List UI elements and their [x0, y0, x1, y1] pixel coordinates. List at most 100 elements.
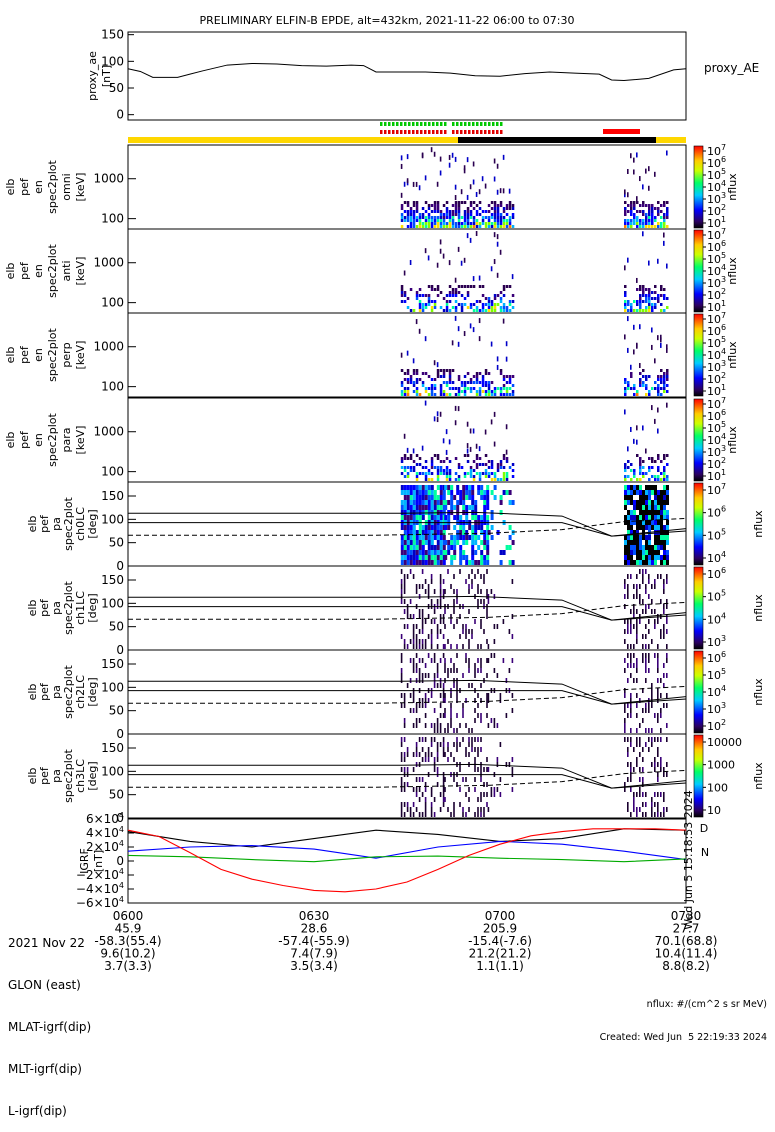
pitch-pixel	[453, 599, 455, 604]
spectrogram-pixel	[645, 375, 648, 378]
pitch-pixel	[645, 490, 648, 495]
pitch-pixel	[412, 510, 416, 515]
spectrogram-pixel	[505, 341, 508, 347]
pitch-panel-label: spec2plot	[62, 581, 75, 635]
pitch-pixel	[409, 550, 413, 555]
spectrogram-pixel	[490, 216, 494, 219]
spectrogram-pixel	[421, 309, 425, 312]
pitch-pixel	[651, 762, 653, 767]
spectrogram-pixel	[481, 210, 485, 213]
spectrogram-pixel	[466, 210, 470, 213]
spectrogram-pixel	[502, 457, 506, 460]
spectrogram-pixel	[400, 466, 404, 469]
pitch-pixel	[403, 698, 406, 703]
spectrogram-pixel	[445, 300, 449, 303]
pitch-pixel	[477, 589, 479, 594]
spectrogram-pixel	[418, 288, 422, 291]
pitch-pixel	[645, 589, 647, 594]
pitch-pixel	[421, 535, 425, 540]
pitch-pixel	[477, 584, 479, 589]
spectrogram-pixel	[642, 294, 645, 297]
pitch-pixel	[651, 742, 653, 747]
pitch-pixel	[427, 485, 431, 490]
pitch-pixel	[496, 787, 499, 792]
perpendicular-line	[128, 769, 687, 788]
spectrogram-pixel	[436, 369, 440, 372]
pitch-pixel	[453, 663, 455, 668]
pitch-pixel	[436, 550, 440, 555]
spectrogram-pixel	[475, 466, 479, 469]
pitch-pixel	[459, 723, 461, 728]
spectrogram-pixel	[642, 384, 645, 387]
pitch-pixel	[660, 678, 662, 683]
spectrogram-pixel	[633, 204, 636, 207]
pitch-pixel	[450, 723, 452, 728]
pitch-pixel	[624, 550, 627, 555]
spectrogram-pixel	[654, 358, 656, 364]
spectrogram-pixel	[624, 303, 627, 306]
spectrogram-pixel	[478, 201, 482, 204]
pitch-pixel	[421, 658, 424, 663]
pitch-pixel	[471, 490, 475, 495]
spectrogram-pixel	[454, 478, 458, 481]
spectrogram-pixel	[627, 300, 630, 303]
spectrogram-pixel	[412, 466, 416, 469]
spectrogram-pixel	[448, 154, 451, 160]
spectrogram-pixel	[642, 300, 645, 303]
energy-colorbar	[693, 398, 704, 482]
proxy-ae-ytick-label: 150	[101, 28, 124, 42]
energy-panel-label: elb	[4, 432, 17, 449]
spectrogram-pixel	[508, 219, 512, 222]
pitch-pixel	[642, 560, 645, 565]
pitch-pixel	[412, 708, 415, 713]
pitch-pixel	[502, 619, 505, 624]
pitch-pixel	[624, 639, 626, 644]
pitch-pixel	[666, 703, 668, 708]
spectrogram-pixel	[484, 472, 488, 475]
spectrogram-pixel	[469, 469, 473, 472]
spectrogram-pixel	[639, 176, 641, 182]
spectrogram-pixel	[642, 425, 644, 431]
spectrogram-pixel	[469, 306, 473, 309]
pitch-pixel	[487, 693, 490, 698]
pitch-pixel	[630, 653, 632, 658]
pitch-pixel	[415, 807, 418, 812]
spectrogram-pixel	[421, 152, 424, 158]
pitch-pixel	[480, 792, 482, 797]
pitch-pixel	[477, 703, 479, 708]
pitch-pixel	[453, 515, 457, 520]
pitch-pixel	[642, 535, 645, 540]
spectrogram-pixel	[457, 378, 461, 381]
spectrogram-pixel	[427, 478, 431, 481]
pitch-pixel	[442, 560, 446, 565]
spectrogram-pixel	[648, 466, 651, 469]
pitch-pixel	[654, 560, 657, 565]
pitch-pixel	[630, 530, 633, 535]
pitch-pixel	[424, 693, 427, 698]
pitch-pixel	[651, 490, 654, 495]
spectrogram-pixel	[496, 219, 500, 222]
spectrogram-pixel	[502, 472, 506, 475]
spectrogram-pixel	[624, 300, 627, 303]
pitch-pixel	[453, 525, 457, 530]
pitch-pixel	[624, 787, 626, 792]
pitch-pixel	[406, 644, 409, 649]
spectrogram-pixel	[493, 303, 497, 306]
spectrogram-pixel	[463, 210, 467, 213]
spectrogram-pixel	[472, 309, 476, 312]
pitch-pixel	[424, 550, 428, 555]
spectrogram-pixel	[436, 466, 440, 469]
pitch-pixel	[439, 490, 443, 495]
spectrogram-pixel	[478, 457, 482, 460]
spectrogram-pixel	[499, 249, 502, 255]
spectrogram-pixel	[460, 306, 464, 309]
pitch-pixel	[421, 490, 425, 495]
spectrogram-pixel	[433, 300, 437, 303]
footer-value: 7.4(7.9)	[290, 947, 338, 961]
pitch-panel-label: pef	[38, 514, 51, 533]
spectrogram-pixel	[475, 390, 479, 393]
spectrogram-pixel	[663, 372, 666, 375]
spectrogram-pixel	[651, 204, 654, 207]
pitch-pixel	[630, 777, 632, 782]
spectrogram-pixel	[424, 400, 427, 406]
